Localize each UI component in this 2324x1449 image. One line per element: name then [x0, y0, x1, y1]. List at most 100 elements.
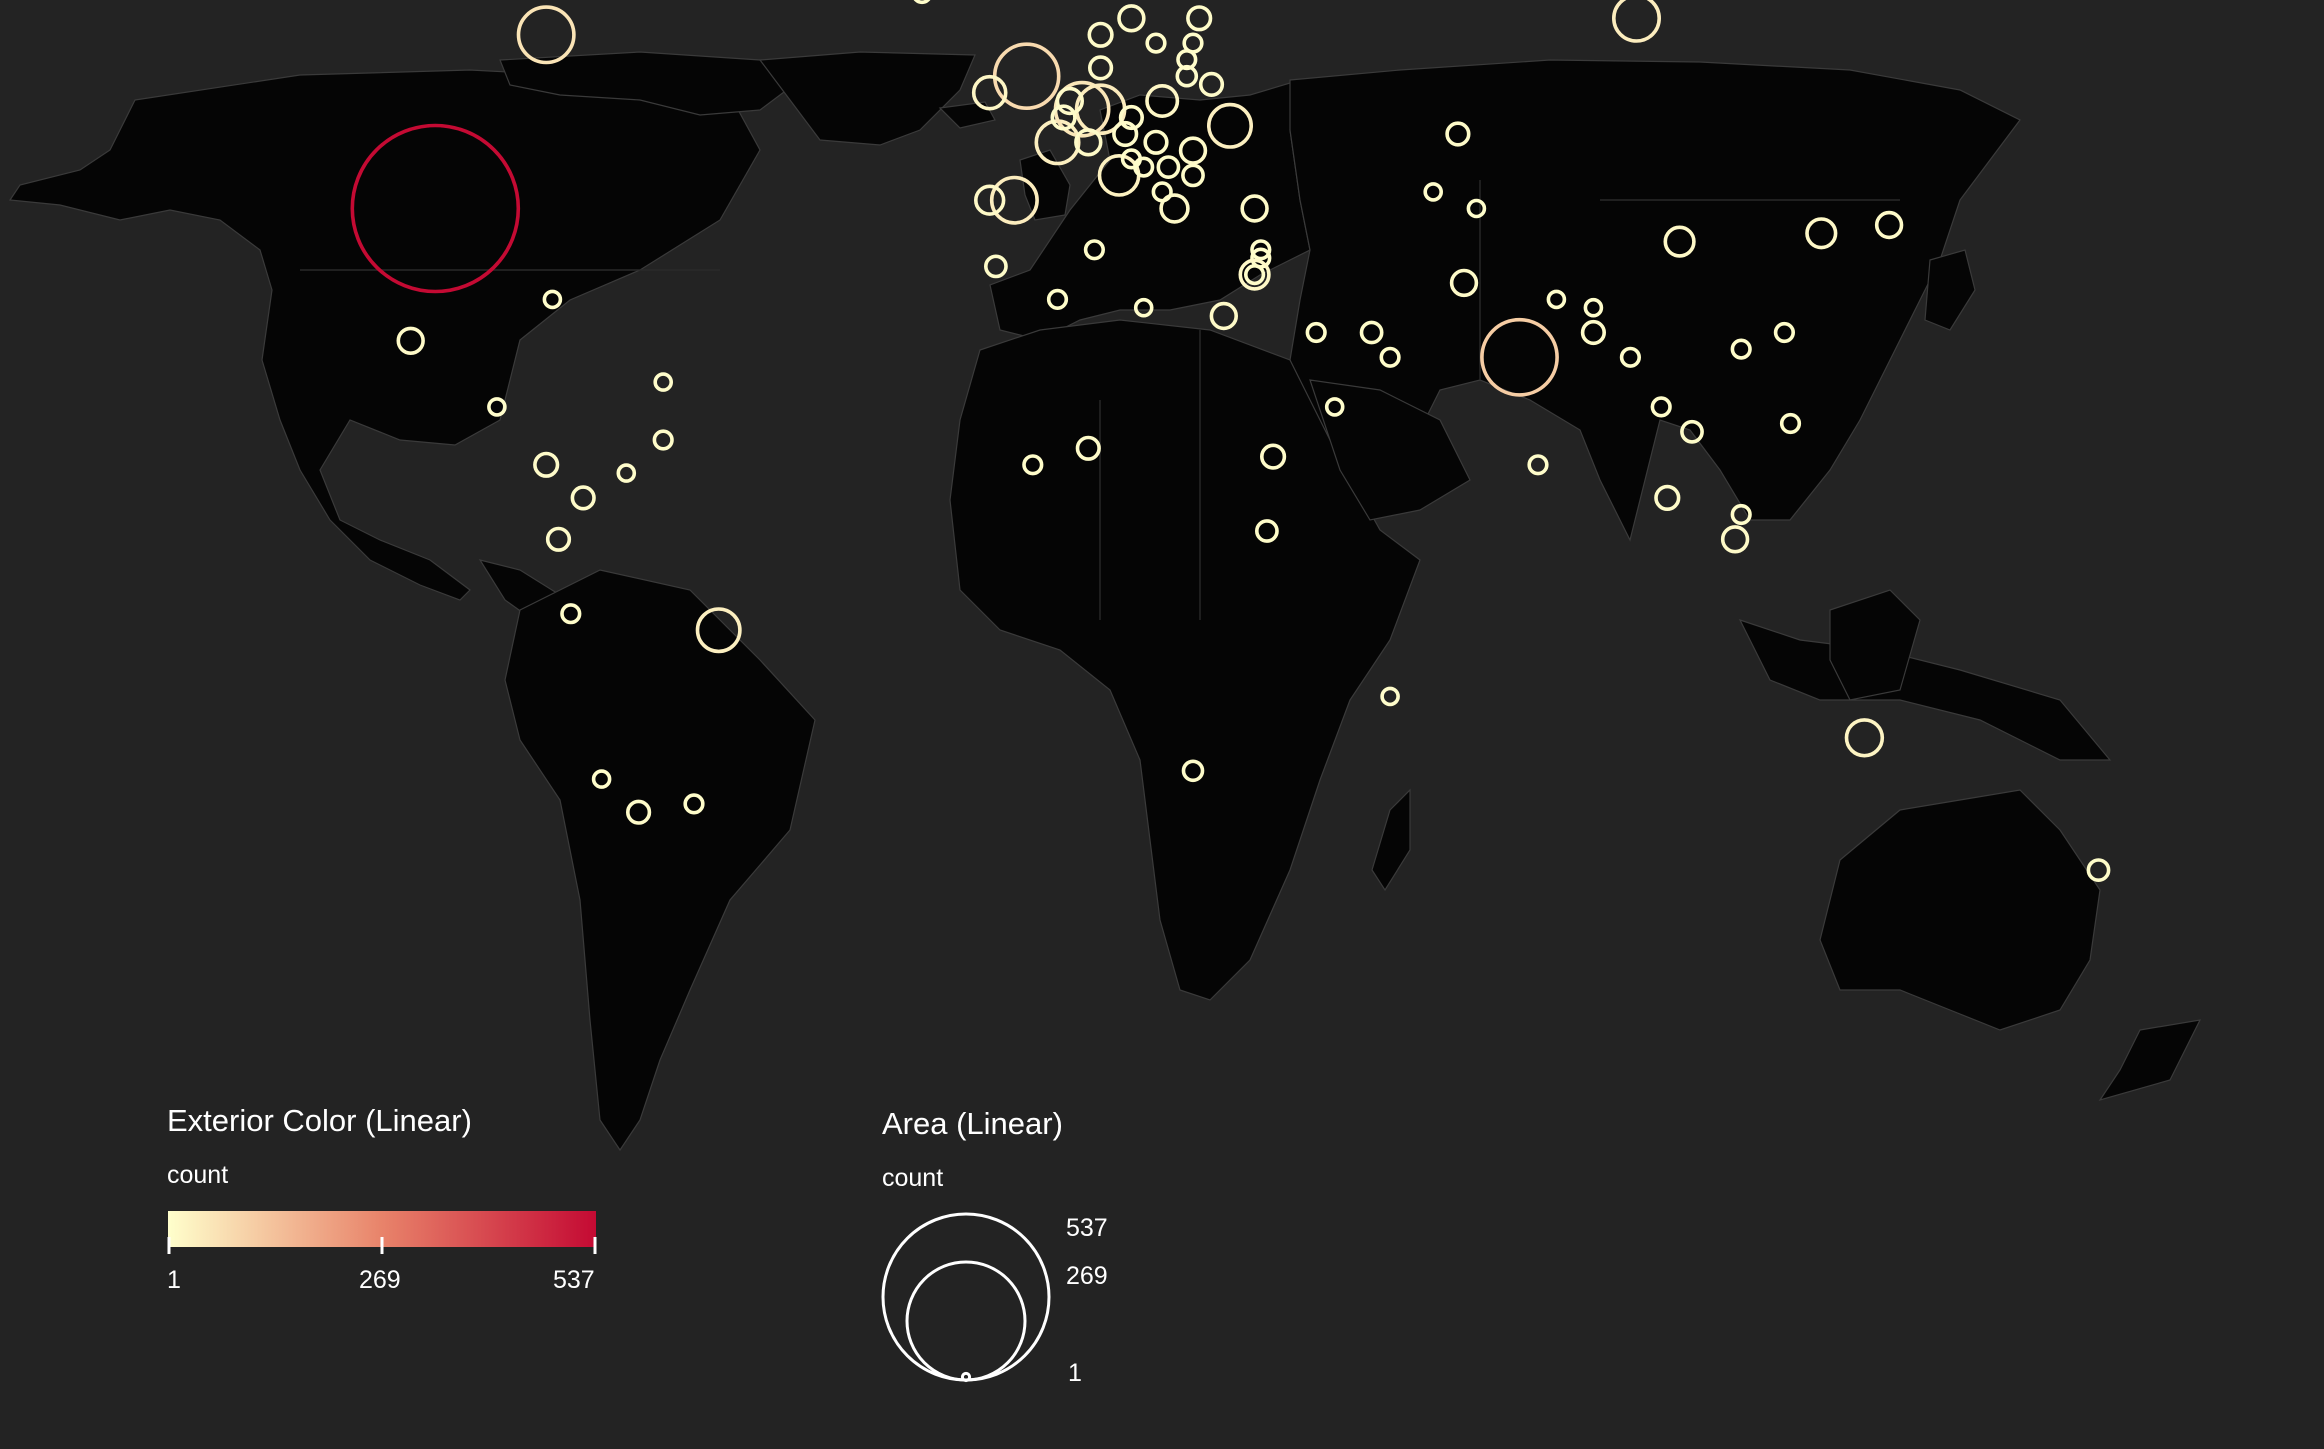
bubble-marker — [1022, 454, 1044, 476]
bubble-marker — [591, 769, 612, 789]
land-iceland — [938, 101, 996, 129]
bubble-marker — [1050, 104, 1077, 131]
size-legend — [881, 1212, 1051, 1383]
land-new-zealand — [2098, 1019, 2202, 1102]
bubble-marker — [1445, 121, 1471, 147]
bubble-marker — [1359, 320, 1384, 345]
land-masses — [8, 51, 2202, 1152]
bubble-marker — [1663, 225, 1696, 258]
size-legend-title: Area (Linear) — [882, 1106, 1063, 1141]
bubble-marker — [487, 397, 507, 417]
bubble-marker — [1087, 55, 1114, 81]
bubble-marker — [984, 254, 1008, 279]
bubble-marker — [1046, 288, 1069, 311]
bubble-marker — [1805, 217, 1838, 250]
bubble-marker — [1250, 247, 1272, 269]
bubble-marker — [1151, 181, 1173, 203]
bubble-marker — [1181, 759, 1205, 783]
bubble-marker — [1380, 686, 1400, 707]
bubble-marker — [653, 372, 674, 392]
bubble-marker — [1075, 435, 1101, 461]
bubble-layer — [350, 0, 2111, 883]
bubble-marker — [625, 799, 652, 825]
bubble-marker — [1379, 346, 1401, 368]
bubble-marker — [1198, 71, 1225, 97]
bubble-marker — [1259, 443, 1287, 470]
bubble-marker — [695, 607, 742, 654]
size-legend-tick-mid: 269 — [1066, 1262, 1108, 1290]
bubble-marker — [1181, 163, 1205, 188]
bubble-marker — [973, 184, 1006, 216]
bubble-marker — [913, 0, 931, 5]
bubble-marker — [1324, 397, 1345, 417]
bubble-marker — [1156, 155, 1181, 180]
bubble-marker — [1305, 321, 1327, 344]
bubble-marker — [545, 526, 572, 552]
bubble-marker — [1159, 193, 1190, 224]
bubble-marker — [1654, 484, 1681, 512]
size-legend-subtitle: count — [882, 1164, 944, 1192]
bubble-marker — [1580, 319, 1606, 346]
color-legend-tick-min: 1 — [167, 1266, 181, 1294]
bubble-marker — [1874, 210, 1904, 240]
bubble-marker — [1074, 128, 1103, 157]
bubble-marker — [1145, 32, 1167, 54]
color-legend-subtitle: count — [167, 1161, 229, 1189]
bubble-marker — [1449, 268, 1479, 298]
bubble-marker — [533, 451, 560, 478]
land-north-america — [8, 69, 761, 601]
land-arabia — [1309, 379, 1471, 521]
bubble-marker — [1118, 104, 1144, 131]
bubble-marker — [1112, 120, 1139, 148]
bubble-marker — [1619, 346, 1641, 368]
bubble-marker — [1773, 321, 1795, 344]
color-legend-title: Exterior Color (Linear) — [167, 1103, 472, 1138]
bubble-marker — [1209, 301, 1239, 331]
land-arctic-islands — [499, 51, 802, 116]
bubble-marker — [1083, 239, 1105, 261]
bubble-marker — [1250, 239, 1272, 261]
bubble-marker — [1240, 194, 1269, 223]
size-legend-circle-min — [960, 1371, 972, 1383]
color-legend-tick-mid: 269 — [359, 1266, 401, 1294]
bubble-marker — [1720, 525, 1750, 554]
land-australia — [1819, 789, 2101, 1031]
bubble-marker — [1055, 86, 1085, 116]
land-africa — [949, 319, 1421, 1001]
bubble-marker — [1133, 297, 1154, 318]
bubble-marker — [1182, 32, 1204, 54]
bubble-marker — [1466, 198, 1487, 219]
bubble-marker — [570, 485, 596, 511]
bubble-marker — [1612, 0, 1661, 43]
bubble-marker — [683, 793, 705, 815]
bubble-marker — [1145, 84, 1180, 119]
bubble-marker — [1117, 4, 1146, 33]
bubble-marker — [2086, 858, 2111, 883]
bubble-marker — [652, 429, 674, 451]
bubble-marker — [1120, 148, 1142, 170]
bubble-marker — [516, 5, 576, 65]
bubble-marker — [1680, 419, 1704, 444]
color-legend-ticks — [167, 1237, 597, 1254]
bubble-marker — [971, 74, 1008, 111]
bubble-marker — [989, 175, 1039, 225]
land-borneo — [1829, 589, 1921, 701]
bubble-marker — [350, 123, 521, 294]
bubble-marker — [1844, 718, 1885, 758]
bubble-marker — [1650, 396, 1672, 418]
bubble-marker — [542, 289, 563, 310]
land-uk — [1019, 149, 1071, 221]
bubble-marker — [1238, 258, 1271, 291]
size-legend-tick-min: 1 — [1068, 1359, 1082, 1387]
bubble-marker — [1527, 454, 1549, 476]
bubble-marker — [1255, 519, 1279, 543]
land-greenland — [758, 51, 976, 146]
land-madagascar — [1371, 788, 1411, 892]
bubble-marker — [1480, 317, 1559, 397]
size-legend-tick-max: 537 — [1066, 1214, 1108, 1242]
land-japan — [1924, 249, 1976, 331]
bubble-marker — [396, 326, 425, 355]
land-south-america — [504, 569, 816, 1152]
bubble-marker — [1730, 503, 1752, 526]
